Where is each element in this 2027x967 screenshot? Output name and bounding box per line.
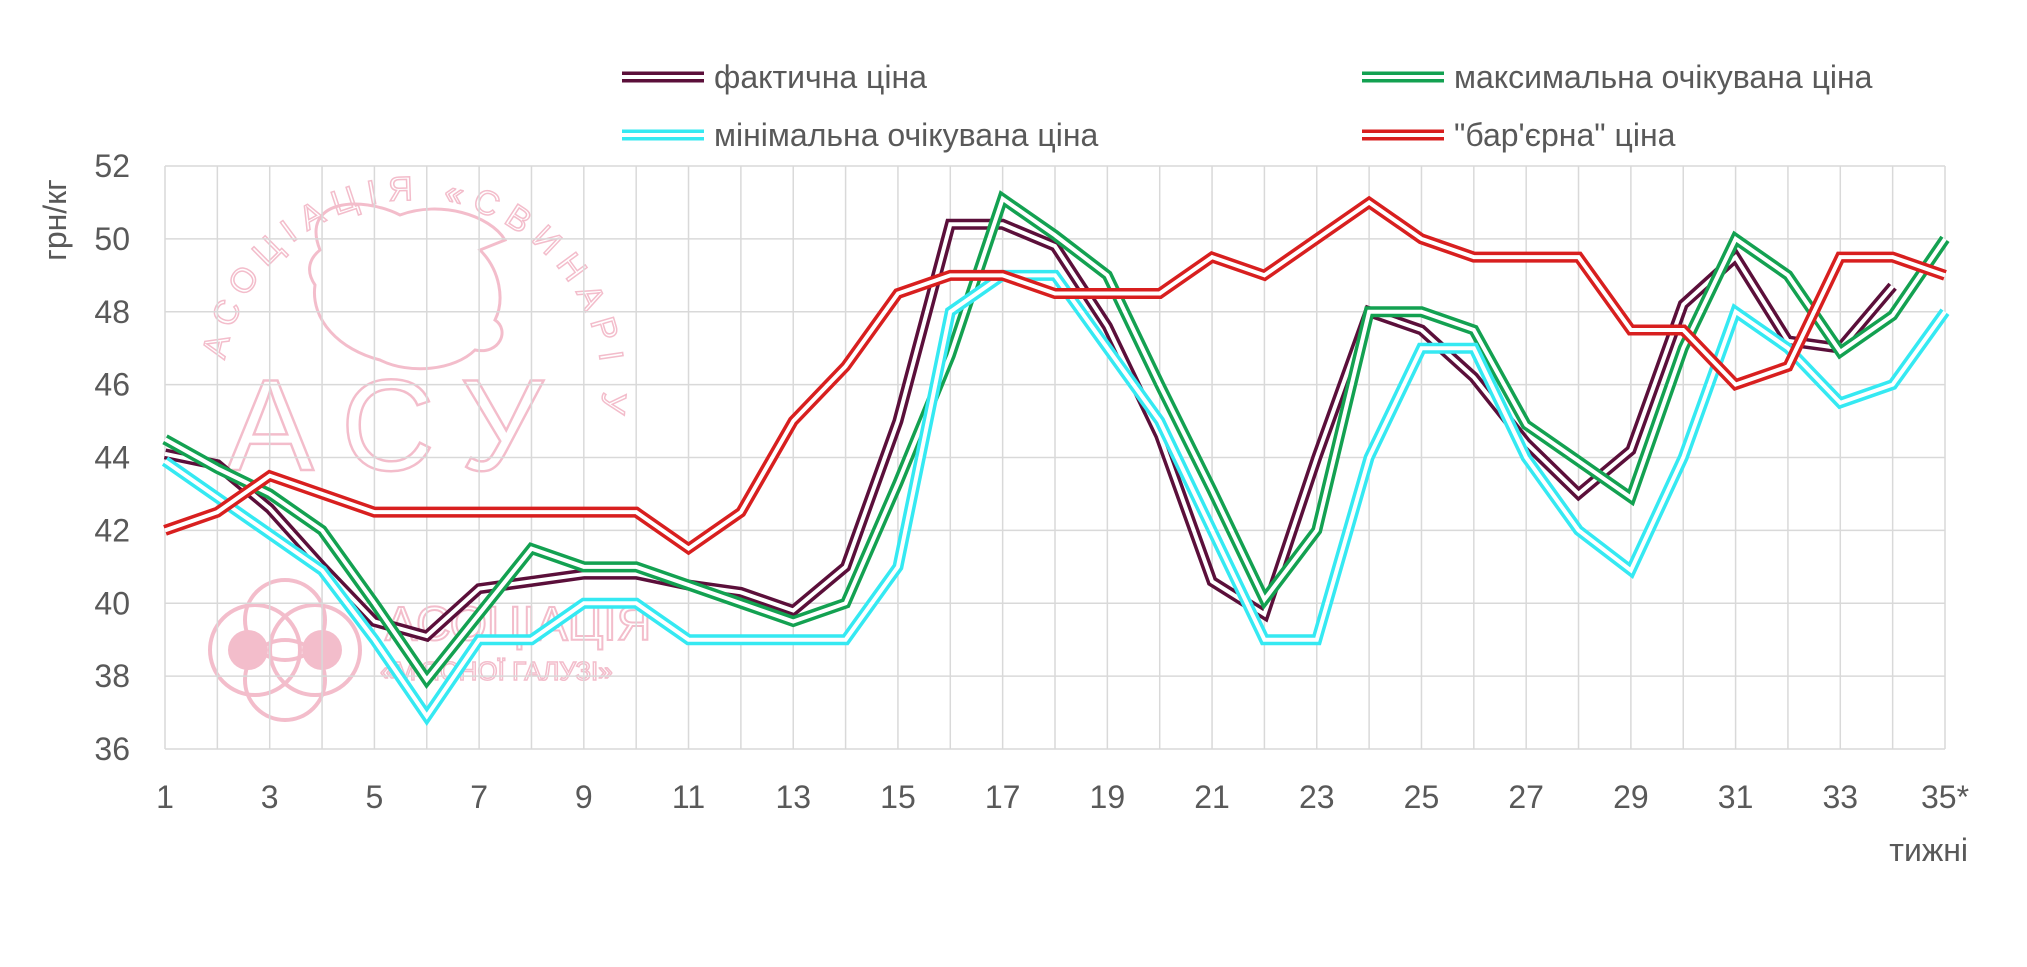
series-1 xyxy=(163,218,1897,643)
x-tick-label: 7 xyxy=(470,779,488,815)
series-line-inner xyxy=(164,195,1947,684)
legend-item: фактична ціна xyxy=(622,59,927,95)
x-tick-label: 33 xyxy=(1822,779,1858,815)
y-axis-title: грн/кг xyxy=(37,179,73,261)
x-tick-label: 9 xyxy=(575,779,593,815)
logo-ring-bottom xyxy=(243,638,327,722)
y-tick-label: 46 xyxy=(94,367,130,403)
x-tick-label: 25 xyxy=(1404,779,1440,815)
series-2 xyxy=(162,190,1950,690)
x-tick-label: 35* xyxy=(1921,779,1969,815)
x-tick-label: 13 xyxy=(775,779,811,815)
y-tick-label: 50 xyxy=(94,221,130,257)
legend-label: максимальна очікувана ціна xyxy=(1454,59,1873,95)
x-tick-label: 3 xyxy=(261,779,279,815)
x-tick-label: 5 xyxy=(366,779,384,815)
series-3 xyxy=(161,269,1950,726)
legend-label: "бар'єрна" ціна xyxy=(1454,117,1676,153)
chart-legend: фактична ціна максимальна очікувана ціна м… xyxy=(622,59,1873,153)
y-axis-tick-labels: 36 38 40 42 44 46 48 50 52 xyxy=(94,148,130,767)
chart-series xyxy=(161,190,1950,726)
series-line-inner xyxy=(164,200,1946,552)
y-tick-label: 44 xyxy=(94,440,130,476)
legend-item: максимальна очікувана ціна xyxy=(1362,59,1873,95)
y-tick-label: 48 xyxy=(94,294,130,330)
logo-ring-left xyxy=(208,603,302,697)
legend-label: мінімальна очікувана ціна xyxy=(714,117,1099,153)
x-axis-title: тижні xyxy=(1889,832,1968,868)
x-tick-label: 21 xyxy=(1194,779,1230,815)
x-tick-label: 17 xyxy=(985,779,1021,815)
chart-gridlines xyxy=(164,165,1946,750)
x-tick-label: 27 xyxy=(1508,779,1544,815)
y-tick-label: 42 xyxy=(94,512,130,548)
series-line-inner xyxy=(163,273,1947,720)
x-tick-label: 15 xyxy=(880,779,916,815)
y-tick-label: 40 xyxy=(94,585,130,621)
legend-label: фактична ціна xyxy=(714,59,927,95)
x-tick-label: 31 xyxy=(1718,779,1754,815)
y-tick-label: 38 xyxy=(94,658,130,694)
pig-head-icon xyxy=(308,202,508,371)
x-tick-label: 29 xyxy=(1613,779,1649,815)
legend-item: мінімальна очікувана ціна xyxy=(622,117,1099,153)
x-tick-label: 23 xyxy=(1299,779,1335,815)
series-4 xyxy=(163,195,1947,556)
x-tick-label: 1 xyxy=(156,779,174,815)
x-tick-label: 11 xyxy=(672,779,705,815)
logo-ring-top xyxy=(243,578,327,662)
series-line-inner xyxy=(164,222,1895,639)
x-tick-label: 19 xyxy=(1090,779,1126,815)
legend-item: "бар'єрна" ціна xyxy=(1362,117,1676,153)
logo-dot-left xyxy=(228,630,268,670)
y-tick-label: 52 xyxy=(94,148,130,184)
x-axis-tick-labels: 1 3 5 7 9 11 13 15 17 19 21 23 25 27 29 31 33 35* xyxy=(156,779,1969,815)
y-tick-label: 36 xyxy=(94,731,130,767)
